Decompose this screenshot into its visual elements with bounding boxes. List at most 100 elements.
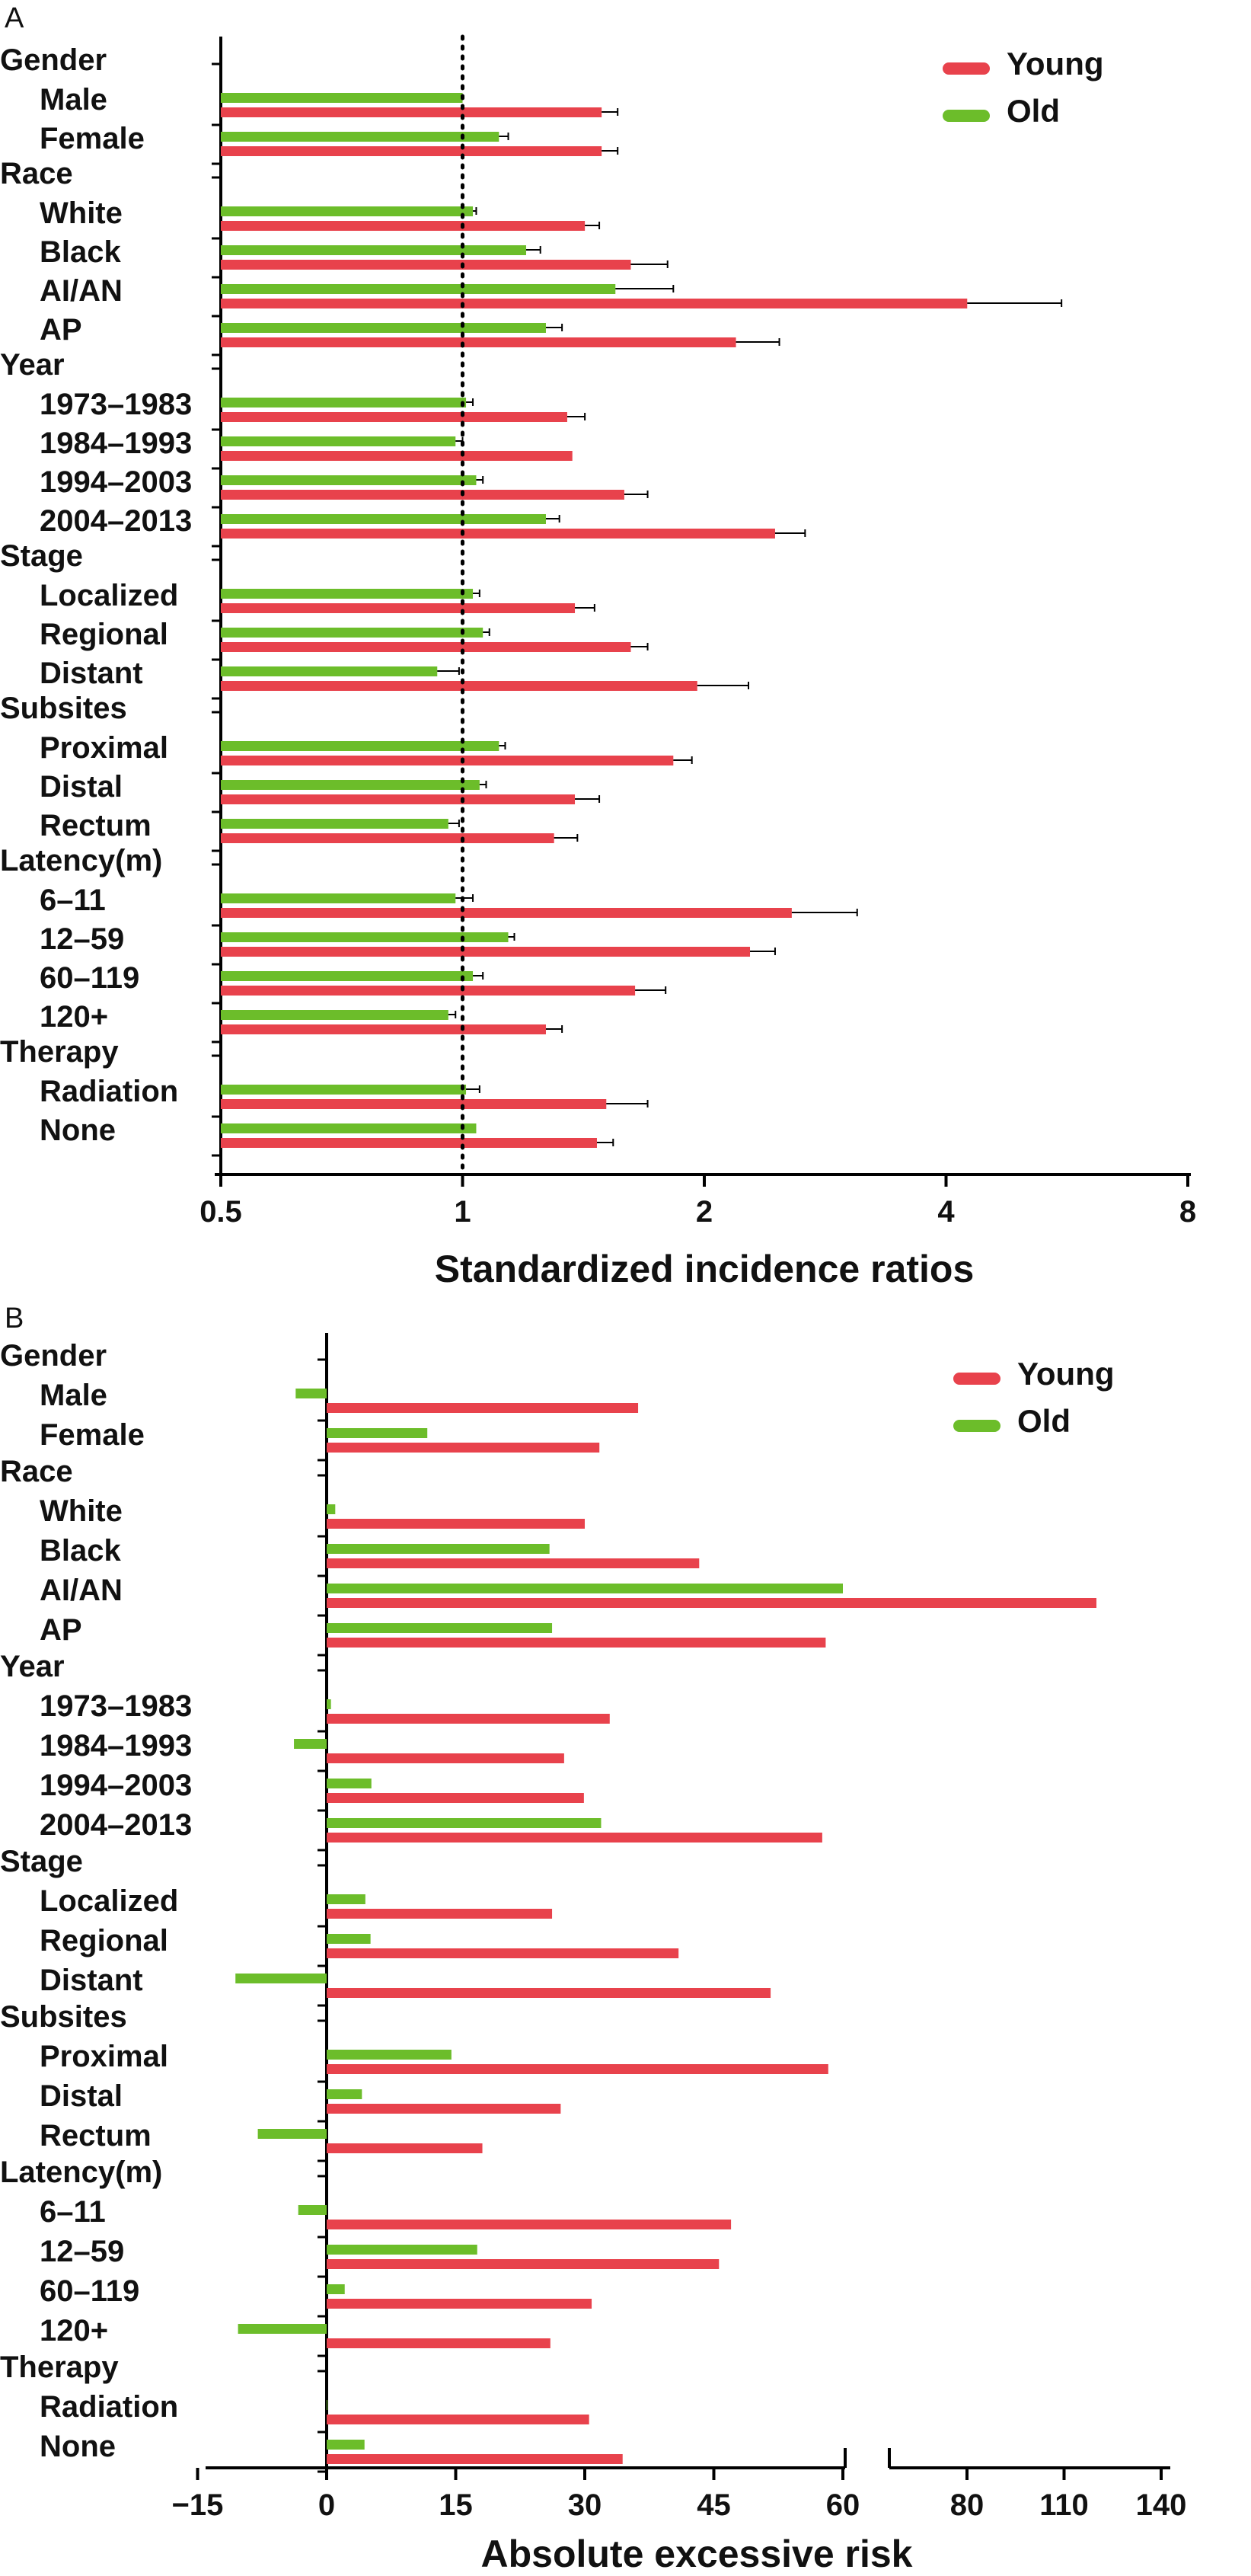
category-label: Localized: [40, 1884, 178, 1918]
x-tick-label: 2: [696, 1195, 713, 1229]
bar-young: [221, 146, 602, 156]
bar-young: [327, 1598, 1096, 1608]
category-label: Black: [40, 235, 121, 269]
category-label: Male: [40, 83, 107, 117]
bar-old: [221, 436, 456, 446]
group-label: Subsites: [0, 692, 127, 725]
bar-young: [327, 1753, 564, 1763]
bar-young: [221, 1138, 597, 1148]
category-label: Distal: [40, 2079, 123, 2113]
category-label: 1994–2003: [40, 465, 192, 499]
group-label: Therapy: [0, 1035, 119, 1069]
x-tick-label: 45: [697, 2488, 731, 2522]
category-label: Female: [40, 122, 145, 155]
x-tick-label: 140: [1136, 2488, 1187, 2522]
bar-young: [327, 1909, 553, 1919]
x-tick-label: 4: [937, 1195, 955, 1229]
bar-old: [295, 1389, 327, 1398]
bar-old: [221, 245, 527, 255]
bar-young: [327, 1519, 585, 1529]
bar-old: [257, 2129, 327, 2139]
bar-old: [221, 819, 448, 829]
bar-young: [327, 1638, 826, 1648]
bar-young: [221, 1099, 607, 1109]
category-label: None: [40, 2430, 116, 2463]
bar-old: [221, 1123, 477, 1133]
category-label: 2004–2013: [40, 1808, 192, 1842]
group-label: Gender: [0, 1339, 107, 1373]
category-label: None: [40, 1114, 116, 1147]
bar-old: [221, 475, 477, 485]
x-tick-label: 30: [568, 2488, 602, 2522]
category-label: Localized: [40, 579, 178, 612]
bar-old: [221, 741, 499, 751]
category-label: Rectum: [40, 2119, 152, 2153]
x-tick-label: 110: [1039, 2488, 1089, 2522]
category-label: AI/AN: [40, 274, 123, 308]
group-label: Year: [0, 348, 65, 382]
category-label: AP: [40, 313, 82, 347]
bar-young: [221, 107, 602, 117]
bar-young: [221, 756, 674, 765]
category-label: 120+: [40, 2314, 108, 2347]
bar-young: [221, 260, 631, 270]
bar-young: [327, 2299, 592, 2309]
bar-young: [327, 2220, 732, 2229]
bar-young: [327, 2143, 483, 2153]
category-label: Distant: [40, 1964, 143, 1997]
bar-young: [327, 1443, 600, 1453]
bar-old: [221, 666, 438, 676]
x-tick-label: 1: [454, 1195, 471, 1229]
bar-old: [327, 1504, 336, 1514]
bar-young: [327, 1988, 771, 1998]
category-label: 1984–1993: [40, 427, 192, 460]
bar-young: [327, 2415, 589, 2424]
bar-old: [327, 1934, 371, 1944]
bar-old: [294, 1739, 327, 1749]
category-label: 1973–1983: [40, 388, 192, 421]
x-tick-label: −15: [172, 2488, 224, 2522]
bar-old: [327, 2050, 452, 2060]
category-label: Distal: [40, 770, 123, 804]
group-label: Latency(m): [0, 2156, 162, 2189]
bar-old: [221, 1085, 467, 1095]
bar-young: [221, 451, 573, 461]
bar-old: [221, 284, 616, 294]
bar-old: [221, 132, 499, 142]
category-label: AI/AN: [40, 1574, 123, 1607]
category-label: Regional: [40, 618, 168, 651]
bar-young: [221, 412, 567, 422]
bar-old: [221, 628, 483, 638]
legend-label-young: Young: [1007, 46, 1104, 81]
category-label: Female: [40, 1418, 145, 1452]
legend-swatch-old: [953, 1420, 1000, 1432]
bar-young: [221, 833, 554, 843]
category-label: Proximal: [40, 731, 168, 765]
group-label: Stage: [0, 539, 83, 573]
bar-young: [327, 1948, 679, 1958]
group-label: Latency(m): [0, 844, 162, 877]
category-label: Proximal: [40, 2040, 168, 2073]
bar-young: [221, 947, 751, 957]
category-label: AP: [40, 1613, 82, 1647]
category-label: 60–119: [40, 2274, 139, 2308]
legend-label-old: Old: [1007, 93, 1060, 129]
legend-swatch-young: [943, 62, 990, 75]
bar-young: [221, 337, 736, 347]
category-label: 2004–2013: [40, 504, 192, 538]
bar-young: [327, 2338, 551, 2348]
bar-young: [327, 1558, 700, 1568]
bar-young: [327, 1793, 584, 1803]
bar-young: [327, 1403, 639, 1413]
bar-old: [327, 2284, 345, 2294]
bar-old: [221, 589, 474, 599]
bar-old: [327, 1544, 550, 1554]
x-tick-label: 0: [318, 2488, 335, 2522]
x-tick-label: 80: [950, 2488, 985, 2522]
bar-old: [327, 1894, 365, 1904]
category-label: Male: [40, 1379, 107, 1412]
x-axis-title: Absolute excessive risk: [481, 2533, 913, 2572]
category-label: 1984–1993: [40, 1729, 192, 1763]
